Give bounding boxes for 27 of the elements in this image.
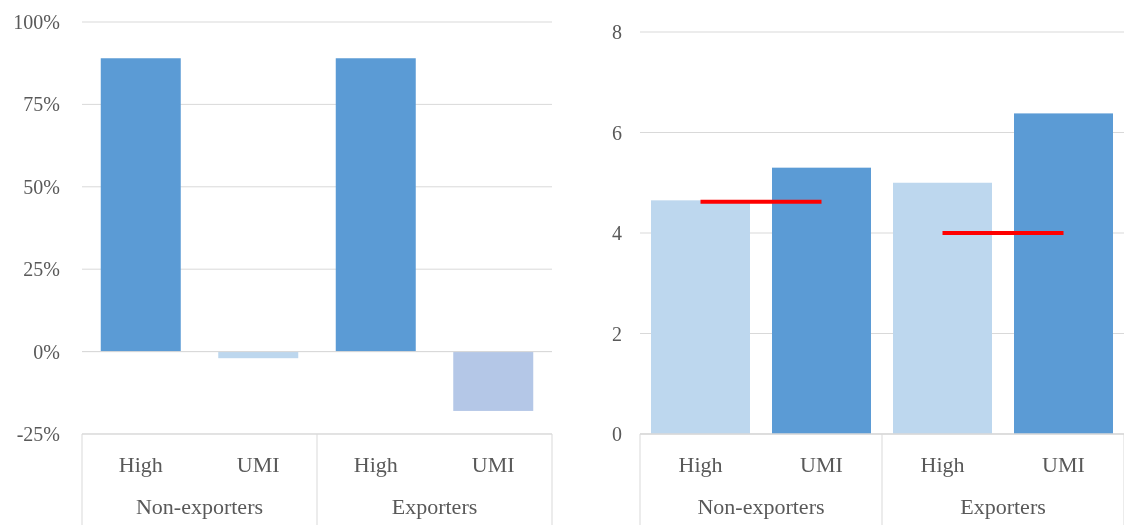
text: Non-exporters [135,494,264,519]
y-tick-label: -25% [16,423,60,445]
y-tick-label: 0% [33,340,60,363]
x-tick-label: High [118,452,163,477]
y-tick-label: 0 [612,423,622,445]
text: Non-exporters [697,494,825,519]
y-tick-label: 6 [612,121,622,144]
bar [1014,113,1113,434]
y-tick-label: 2 [612,322,622,345]
x-tick-label: UMI [800,452,843,477]
y-tick-label: 8 [612,21,622,43]
y-tick-label: 25% [23,258,60,281]
x-tick-label: High [353,452,398,477]
bar [772,167,871,434]
y-tick-label: 50% [23,175,60,198]
y-tick-label: 75% [23,93,60,116]
x-tick-label: UMI [1042,452,1085,477]
bar [651,200,750,434]
x-tick-label: UMI [236,452,280,477]
y-tick-label: 100% [13,11,60,33]
x-tick-label: High [678,452,723,477]
x-tick-label: High [920,452,965,477]
x-tick-label: UMI [471,452,515,477]
text: Exporters [391,494,478,519]
text: Exporters [960,494,1046,519]
y-tick-label: 4 [612,222,622,244]
bar [893,182,992,434]
